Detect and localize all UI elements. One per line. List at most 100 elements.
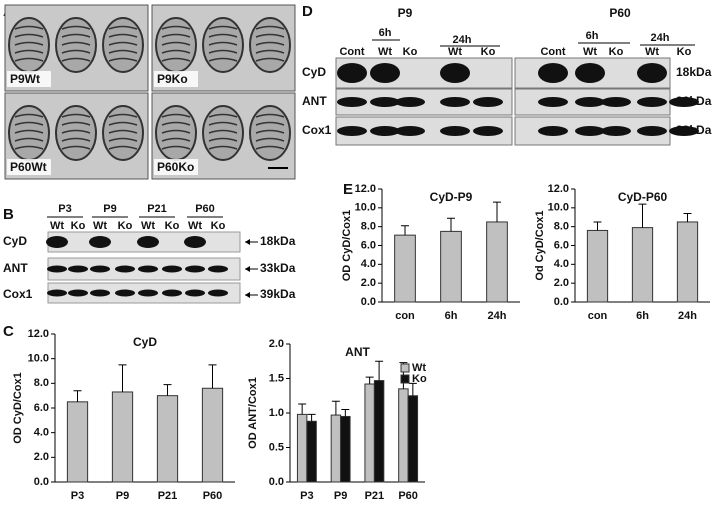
x-tick-label: P9	[116, 490, 129, 502]
row-label: Cox1	[302, 123, 332, 137]
x-tick-label: P3	[71, 490, 84, 502]
crista	[14, 33, 44, 38]
y-tick-label: 8.0	[34, 377, 49, 389]
panel-label: C	[3, 323, 14, 340]
legend-label: Ko	[412, 373, 427, 385]
legend-swatch	[400, 374, 410, 384]
error-bar	[208, 364, 217, 389]
band	[669, 126, 699, 136]
x-tick-label: 24h	[678, 310, 697, 322]
crista	[14, 129, 44, 134]
image-label-box	[154, 159, 198, 175]
band	[538, 97, 568, 107]
image-label: P60Wt	[10, 160, 47, 174]
bar	[586, 229, 609, 303]
crista	[255, 33, 285, 38]
bar	[676, 221, 699, 303]
band	[337, 126, 367, 136]
lane-label: Ko	[71, 220, 86, 232]
error-bar	[307, 413, 316, 422]
crista	[108, 49, 138, 54]
error-bar	[638, 203, 647, 228]
band	[90, 265, 110, 273]
band	[575, 63, 605, 83]
group-label: P60	[195, 203, 215, 215]
row-label: ANT	[302, 94, 327, 108]
crista	[14, 137, 44, 142]
y-axis-label: OD ANT/Cox1	[247, 377, 259, 449]
crista	[108, 137, 138, 142]
crista	[14, 25, 44, 30]
band	[440, 126, 470, 136]
y-tick-label: 0.0	[554, 296, 569, 308]
band	[395, 97, 425, 107]
x-tick-label: con	[395, 310, 415, 322]
y-tick-label: 2.0	[34, 451, 49, 463]
x-tick-label: P21	[158, 490, 178, 502]
bar	[296, 413, 308, 483]
y-axis-label: OD CyD/Cox1	[341, 210, 353, 282]
lane-label: Ko	[481, 46, 496, 58]
group-label: P21	[147, 203, 167, 215]
band	[601, 97, 631, 107]
crista	[61, 33, 91, 38]
band	[337, 97, 367, 107]
error-bar	[408, 382, 417, 396]
bar	[364, 383, 375, 483]
crista	[14, 145, 44, 150]
band	[68, 265, 88, 273]
lane-label: Cont	[339, 46, 364, 58]
y-tick-label: 8.0	[361, 221, 376, 233]
crista	[255, 145, 285, 150]
mitochondrion	[249, 105, 291, 161]
crista	[161, 113, 191, 118]
image-label-box	[7, 71, 51, 87]
crista	[61, 57, 91, 62]
crista	[208, 121, 238, 126]
y-tick-label: 2.0	[361, 277, 376, 289]
panel-label: B	[3, 206, 14, 223]
band	[473, 126, 503, 136]
crista	[161, 145, 191, 150]
band	[370, 97, 400, 107]
y-tick-label: 6.0	[34, 402, 49, 414]
crista	[108, 113, 138, 118]
mitochondrion	[202, 17, 244, 73]
bar	[631, 227, 654, 303]
chart-title: CyD-P9	[430, 190, 473, 204]
bar	[201, 387, 224, 483]
band	[337, 63, 367, 83]
y-tick-label: 6.0	[554, 239, 569, 251]
crista	[255, 57, 285, 62]
band	[208, 265, 228, 273]
crista	[61, 49, 91, 54]
crista	[208, 41, 238, 46]
chart-title: CyD-P60	[618, 190, 668, 204]
y-tick-label: 4.0	[554, 258, 569, 270]
band	[184, 236, 206, 248]
error-bar	[341, 409, 350, 417]
error-bar	[365, 376, 374, 385]
band	[440, 97, 470, 107]
crista	[208, 49, 238, 54]
band	[440, 63, 470, 83]
crista	[108, 129, 138, 134]
chart-title: ANT	[345, 345, 370, 359]
mitochondrion	[55, 105, 97, 161]
crista	[108, 121, 138, 126]
lane-label: Ko	[211, 220, 226, 232]
mitochondrion	[102, 105, 144, 161]
bar	[373, 380, 385, 483]
y-tick-label: 0.0	[269, 476, 284, 488]
bar	[407, 395, 419, 483]
y-tick-label: 0.5	[269, 441, 284, 453]
error-bar	[683, 212, 692, 222]
crista	[61, 137, 91, 142]
mitochondrion	[55, 17, 97, 73]
band	[47, 289, 67, 297]
crista	[255, 113, 285, 118]
crista	[208, 137, 238, 142]
error-bar	[163, 384, 172, 396]
crista	[161, 137, 191, 142]
crista	[255, 41, 285, 46]
